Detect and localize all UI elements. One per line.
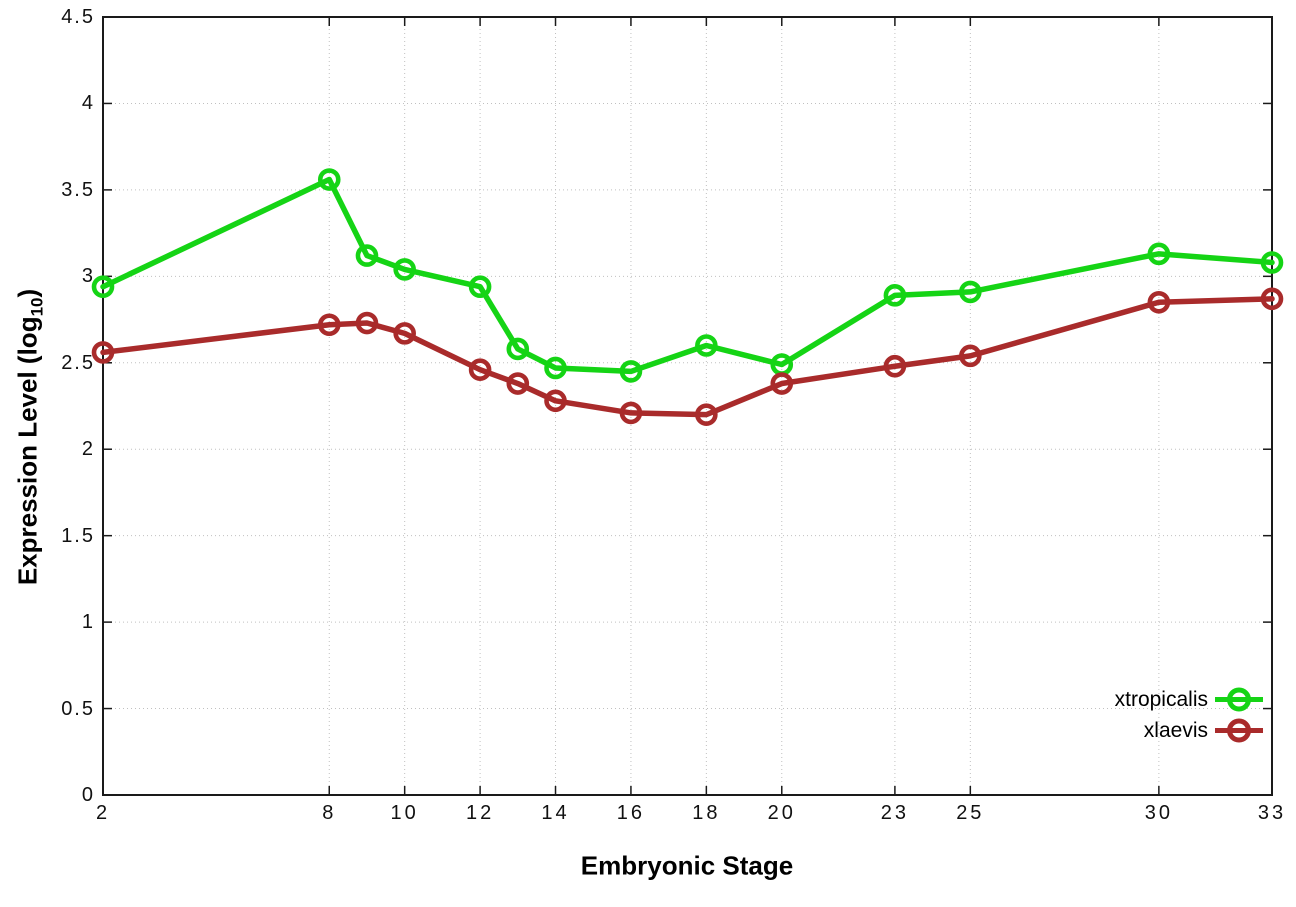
- legend-circle: [1227, 718, 1251, 743]
- x-tick-label: 25: [956, 802, 985, 824]
- y-axis-title: Expression Level (log10): [12, 289, 47, 585]
- data-point-marker-xtropicalis: [1260, 251, 1284, 274]
- legend-label: xlaevis: [1143, 718, 1208, 742]
- data-point-marker-xlaevis: [619, 401, 643, 425]
- data-point-marker-xlaevis: [317, 313, 341, 337]
- x-tick-label: 20: [767, 802, 796, 824]
- data-point-marker-xlaevis: [355, 311, 379, 335]
- x-tick-label: 2: [95, 802, 111, 824]
- x-tick-label: 18: [692, 802, 721, 824]
- data-point-marker-xlaevis: [506, 372, 530, 395]
- data-point-marker-xlaevis: [1147, 290, 1171, 314]
- y-tick-label: 1: [81, 611, 95, 634]
- y-tick-label: 2.5: [61, 351, 95, 374]
- legend-item-xlaevis: xlaevis: [1144, 715, 1263, 746]
- y-axis-title-text: Expression Level (log: [12, 316, 43, 586]
- legend-circle: [1227, 687, 1251, 712]
- y-tick-label: 0.5: [61, 697, 95, 720]
- data-point-marker-xlaevis: [91, 341, 115, 364]
- data-point-marker-xtropicalis: [544, 356, 567, 380]
- y-tick-label: 0: [81, 784, 95, 806]
- data-point-marker-xtropicalis: [468, 275, 492, 299]
- y-axis-title-suffix: ): [12, 288, 43, 298]
- data-point-marker-xlaevis: [770, 372, 794, 395]
- y-tick-label: 2: [81, 438, 95, 461]
- data-point-marker-xtropicalis: [506, 337, 530, 361]
- y-tick-label: 3.5: [61, 178, 95, 201]
- data-point-marker-xtropicalis: [619, 360, 643, 383]
- data-point-marker-xtropicalis: [355, 244, 379, 267]
- y-tick-label: 4: [81, 92, 95, 115]
- data-point-marker-xlaevis: [959, 344, 982, 368]
- data-point-marker-xtropicalis: [317, 168, 341, 191]
- data-point-marker-xtropicalis: [883, 284, 907, 307]
- line-circle-marker-icon: [1215, 718, 1263, 743]
- legend-label: xtropicalis: [1114, 687, 1208, 711]
- data-point-marker-xtropicalis: [1147, 242, 1171, 266]
- data-point-marker-xtropicalis: [91, 275, 115, 299]
- series-line-xlaevis: [100, 296, 1275, 418]
- data-point-marker-xtropicalis: [959, 280, 982, 304]
- data-point-marker-xlaevis: [393, 322, 416, 345]
- y-tick-label: 4.5: [61, 6, 95, 28]
- x-axis-title: Embryonic Stage: [580, 850, 794, 881]
- data-point-marker-xlaevis: [544, 389, 567, 413]
- x-tick-label: 23: [880, 802, 910, 824]
- data-point-marker-xlaevis: [883, 354, 907, 378]
- x-tick-label: 10: [390, 802, 419, 824]
- data-point-marker-xtropicalis: [393, 258, 416, 281]
- series-line-xtropicalis: [100, 176, 1275, 375]
- y-axis-title-subscript: 10: [27, 297, 47, 317]
- legend-item-xtropicalis: xtropicalis: [1115, 684, 1263, 715]
- x-tick-label: 16: [616, 802, 646, 824]
- x-tick-label: 8: [322, 802, 337, 824]
- y-tick-label: 1.5: [61, 524, 95, 547]
- legend: xtropicalis xlaevis: [1115, 684, 1263, 746]
- plot-border: [102, 16, 1273, 796]
- y-tick-label: 3: [81, 265, 95, 288]
- data-point-marker-xlaevis: [695, 403, 718, 426]
- data-point-marker-xtropicalis: [695, 334, 718, 357]
- x-tick-label: 30: [1144, 802, 1173, 824]
- line-circle-marker-icon: [1215, 687, 1263, 712]
- x-tick-label: 33: [1257, 802, 1287, 824]
- data-point-marker-xlaevis: [468, 358, 492, 381]
- data-point-marker-xlaevis: [1260, 287, 1284, 311]
- x-tick-label: 12: [465, 802, 495, 824]
- x-tick-label: 14: [541, 802, 570, 824]
